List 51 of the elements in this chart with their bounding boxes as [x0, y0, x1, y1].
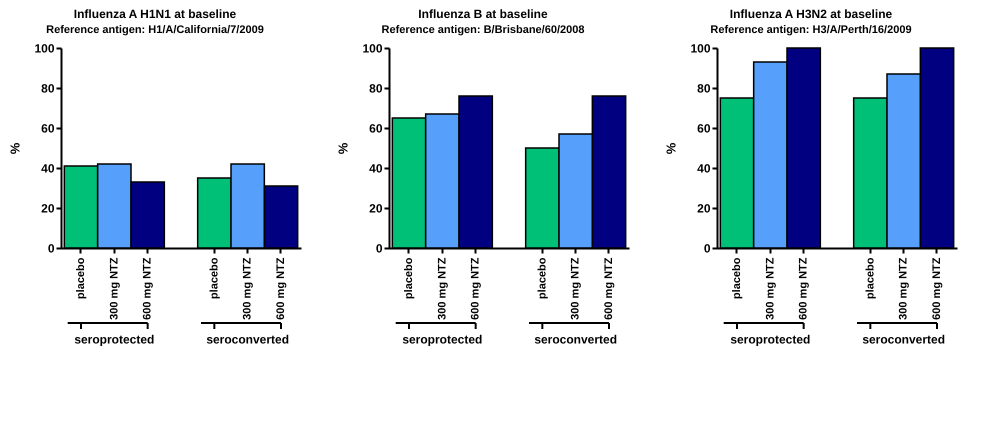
- y-tick-label: 40: [697, 162, 711, 176]
- y-tick-label: 80: [369, 82, 383, 96]
- y-axis-title: %: [7, 142, 22, 154]
- x-tick-label: 600 mg NTZ: [931, 257, 943, 320]
- x-tick-label: 300 mg NTZ: [108, 257, 120, 320]
- x-tick-label: 600 mg NTZ: [142, 257, 154, 320]
- x-tick-label: 300 mg NTZ: [898, 257, 910, 320]
- y-axis-title: %: [335, 142, 350, 154]
- x-tick-label: placebo: [75, 257, 87, 300]
- x-tick-label: 300 mg NTZ: [570, 257, 582, 320]
- x-tick-label: placebo: [208, 257, 220, 300]
- y-tick-label: 20: [41, 202, 55, 216]
- text: seroprotected: [730, 332, 810, 346]
- x-tick-label: placebo: [864, 257, 876, 300]
- chart-title: Influenza B at baseline: [418, 7, 548, 21]
- y-tick-label: 20: [369, 202, 383, 216]
- text: seroconverted: [862, 332, 946, 346]
- text: seroprotected: [402, 332, 482, 346]
- chart-subtitle: Reference antigen: B/Brisbane/60/2008: [381, 24, 584, 36]
- x-tick-label: 600 mg NTZ: [603, 257, 615, 320]
- y-tick-label: 80: [41, 82, 55, 96]
- y-axis-title: %: [663, 142, 678, 154]
- x-tick-label: placebo: [536, 257, 548, 300]
- x-tick-label: placebo: [731, 257, 743, 300]
- chart-title: Influenza A H3N2 at baseline: [730, 7, 893, 21]
- x-tick-label: 300 mg NTZ: [764, 257, 776, 320]
- y-tick-label: 100: [690, 42, 711, 56]
- y-tick-label: 80: [697, 82, 711, 96]
- y-tick-label: 0: [704, 242, 711, 256]
- text: seroconverted: [534, 332, 618, 346]
- y-tick-label: 40: [369, 162, 383, 176]
- x-tick-label: 300 mg NTZ: [242, 257, 254, 320]
- chart-title: Influenza A H1N1 at baseline: [74, 7, 237, 21]
- text: seroprotected: [74, 332, 154, 346]
- x-tick-label: 600 mg NTZ: [275, 257, 287, 320]
- chart-subtitle: Reference antigen: H1/A/California/7/2009: [46, 24, 264, 36]
- y-tick-label: 40: [41, 162, 55, 176]
- y-tick-label: 60: [369, 122, 383, 136]
- x-tick-label: 300 mg NTZ: [436, 257, 448, 320]
- y-tick-label: 60: [697, 122, 711, 136]
- y-tick-label: 100: [362, 42, 383, 56]
- y-tick-label: 60: [41, 122, 55, 136]
- y-tick-label: 0: [376, 242, 383, 256]
- y-tick-label: 100: [34, 42, 55, 56]
- text: seroconverted: [206, 332, 290, 346]
- y-tick-label: 0: [48, 242, 55, 256]
- x-tick-label: placebo: [403, 257, 415, 300]
- x-tick-label: 600 mg NTZ: [470, 257, 482, 320]
- chart-subtitle: Reference antigen: H3/A/Perth/16/2009: [710, 24, 912, 36]
- y-tick-label: 20: [697, 202, 711, 216]
- x-tick-label: 600 mg NTZ: [798, 257, 810, 320]
